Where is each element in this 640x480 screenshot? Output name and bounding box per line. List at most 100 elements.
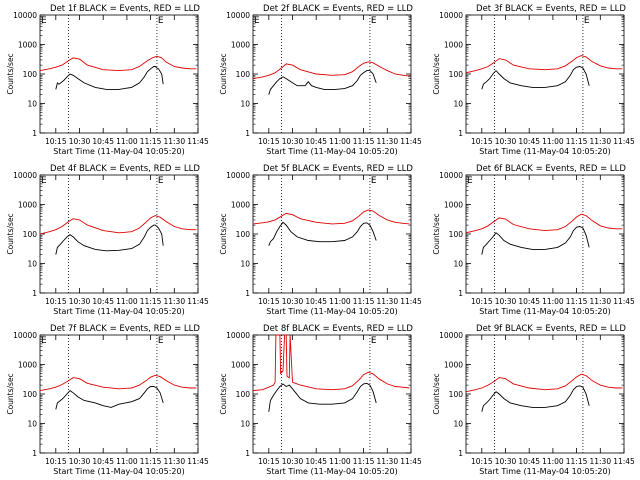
y-tick-label: 1000: [444, 201, 463, 210]
x-tick-label: 11:45: [400, 137, 422, 146]
y-tick-label: 1000: [18, 361, 37, 370]
x-tick-label: 11:30: [376, 297, 398, 306]
y-tick-label: 100: [236, 230, 251, 239]
y-tick-label: 10000: [13, 171, 37, 180]
plot-frame: [39, 334, 199, 454]
x-tick-label: 11:30: [163, 297, 185, 306]
y-tick-label: 10000: [439, 171, 463, 180]
event-marker-label: E: [158, 16, 164, 26]
y-tick-label: 100: [449, 390, 464, 399]
chart-panel-4: Det 4f BLACK = Events, RED = LLD 1 10 100 10…: [6, 164, 209, 316]
x-tick-label: 11:00: [542, 457, 564, 466]
event-marker-label: E: [371, 16, 377, 26]
lld-series-line: [252, 209, 410, 225]
x-tick-label: 11:30: [376, 457, 398, 466]
lld-series-line: [39, 55, 197, 72]
x-tick-label: 11:15: [353, 457, 375, 466]
y-axis-label: Counts/sec: [6, 213, 15, 254]
y-tick-label: 1: [245, 449, 250, 458]
x-tick-label: 10:45: [305, 137, 327, 146]
event-marker-label: E: [584, 16, 590, 26]
x-tick-label: 10:15: [258, 297, 280, 306]
x-tick-label: 10:30: [495, 457, 517, 466]
chart-panel-2: Det 2f BLACK = Events, RED = LLD 1 10 100 10…: [219, 4, 422, 156]
x-tick-label: 10:30: [495, 137, 517, 146]
chart-panel-3: Det 3f BLACK = Events, RED = LLD 1 10 100 10…: [432, 4, 635, 156]
y-tick-label: 1: [32, 289, 37, 298]
event-marker-label: E: [467, 176, 473, 186]
x-tick-label: 11:45: [187, 297, 209, 306]
event-marker-label: E: [371, 176, 377, 186]
events-series-line: [55, 66, 164, 90]
chart-panel-6: Det 6f BLACK = Events, RED = LLD 1 10 100 10…: [432, 164, 635, 316]
x-axis-label: Start Time (11-May-04 10:05:20): [53, 307, 184, 316]
x-axis-label: Start Time (11-May-04 10:05:20): [53, 147, 184, 156]
events-series-line: [268, 382, 377, 412]
x-tick-label: 10:30: [495, 297, 517, 306]
x-tick-label: 11:00: [542, 137, 564, 146]
lld-series-line: [465, 373, 623, 393]
x-axis-label: Start Time (11-May-04 10:05:20): [266, 307, 397, 316]
x-tick-label: 10:45: [92, 297, 114, 306]
y-tick-label: 10000: [226, 171, 250, 180]
x-tick-label: 11:15: [353, 297, 375, 306]
y-tick-label: 10000: [13, 11, 37, 20]
x-tick-label: 11:00: [329, 457, 351, 466]
x-tick-label: 11:45: [613, 137, 635, 146]
x-tick-label: 10:15: [45, 137, 67, 146]
x-axis-label: Start Time (11-May-04 10:05:20): [479, 147, 610, 156]
x-tick-label: 11:00: [329, 297, 351, 306]
y-axis-label: Counts/sec: [6, 373, 15, 414]
events-series-line: [481, 385, 590, 412]
x-tick-label: 10:45: [518, 297, 540, 306]
x-tick-label: 11:45: [187, 137, 209, 146]
y-tick-label: 10: [27, 420, 37, 429]
x-tick-label: 10:45: [518, 137, 540, 146]
y-tick-label: 100: [23, 70, 38, 79]
event-marker-label: E: [41, 336, 47, 346]
event-marker-label: E: [41, 16, 47, 26]
x-tick-label: 10:45: [305, 297, 327, 306]
y-tick-label: 10000: [439, 11, 463, 20]
x-tick-label: 11:15: [566, 137, 588, 146]
y-tick-label: 10000: [226, 331, 250, 340]
plot-frame: [39, 174, 199, 294]
panel-title: Det 2f BLACK = Events, RED = LLD: [263, 4, 413, 14]
x-tick-label: 11:45: [187, 457, 209, 466]
chart-panel-5: Det 5f BLACK = Events, RED = LLD 1 10 100 10…: [219, 164, 422, 316]
y-tick-label: 1000: [18, 41, 37, 50]
x-tick-label: 11:30: [163, 457, 185, 466]
panel-title: Det 5f BLACK = Events, RED = LLD: [263, 164, 413, 174]
lld-series-line: [465, 55, 623, 74]
x-tick-label: 10:30: [282, 457, 304, 466]
x-tick-label: 11:30: [163, 137, 185, 146]
y-tick-label: 1000: [231, 361, 250, 370]
x-tick-label: 10:45: [305, 457, 327, 466]
y-tick-label: 1: [458, 129, 463, 138]
x-tick-label: 10:45: [92, 137, 114, 146]
lld-series-line: [465, 213, 623, 234]
y-tick-label: 1: [32, 129, 37, 138]
plot-frame: [252, 334, 412, 454]
x-axis-label: Start Time (11-May-04 10:05:20): [266, 147, 397, 156]
panel-title: Det 7f BLACK = Events, RED = LLD: [50, 324, 200, 334]
y-tick-label: 10: [240, 420, 250, 429]
chart-panel-7: Det 7f BLACK = Events, RED = LLD 1 10 100 10…: [6, 324, 209, 476]
x-tick-label: 11:45: [613, 297, 635, 306]
x-tick-label: 10:15: [258, 137, 280, 146]
y-tick-label: 100: [236, 70, 251, 79]
x-tick-label: 10:30: [69, 137, 91, 146]
lld-series-line: [39, 215, 197, 235]
x-tick-label: 10:30: [69, 457, 91, 466]
x-tick-label: 11:00: [542, 297, 564, 306]
panel-title: Det 1f BLACK = Events, RED = LLD: [50, 4, 200, 14]
y-tick-label: 1: [32, 449, 37, 458]
events-series-line: [481, 226, 590, 255]
x-axis-label: Start Time (11-May-04 10:05:20): [266, 467, 397, 476]
x-tick-label: 11:00: [116, 457, 138, 466]
x-tick-label: 10:15: [471, 457, 493, 466]
y-axis-label: Counts/sec: [219, 213, 228, 254]
plot-frame: [465, 174, 625, 294]
chart-panel-9: Det 9f BLACK = Events, RED = LLD 1 10 100 10…: [432, 324, 635, 476]
panel-title: Det 4f BLACK = Events, RED = LLD: [50, 164, 200, 174]
